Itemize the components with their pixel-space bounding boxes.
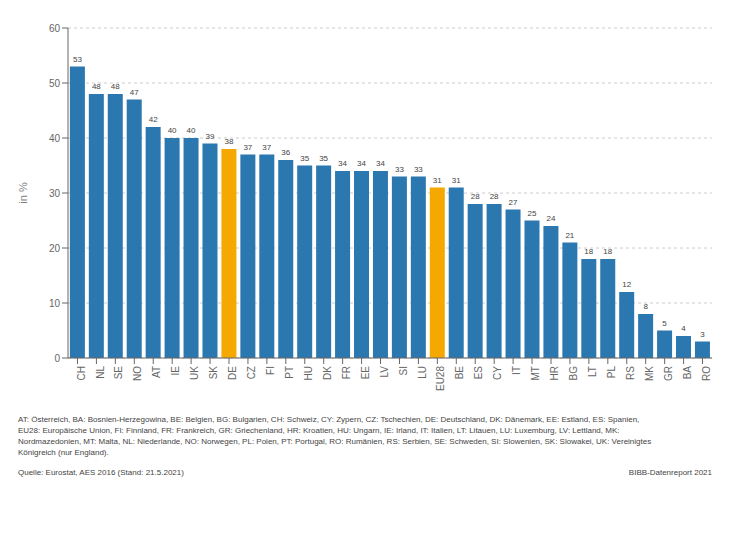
svg-text:MT: MT [530,366,541,380]
svg-text:BG: BG [568,366,579,381]
svg-text:FR: FR [341,366,352,379]
svg-text:18: 18 [603,247,612,256]
svg-text:47: 47 [130,88,139,97]
svg-text:SE: SE [113,366,124,380]
svg-text:24: 24 [546,214,555,223]
svg-text:36: 36 [281,148,290,157]
svg-text:60: 60 [49,23,61,34]
svg-text:27: 27 [509,198,518,207]
svg-text:39: 39 [206,132,215,141]
svg-text:10: 10 [49,298,61,309]
svg-text:LT: LT [587,366,598,377]
svg-text:HR: HR [549,366,560,380]
svg-text:18: 18 [584,247,593,256]
html-text:Quelle: Eurostat, AES 2016 (St: Quelle: Eurostat, AES 2016 (Stand: 21.5.… [18,468,184,477]
svg-text:HU: HU [303,366,314,380]
svg-text:31: 31 [433,176,442,185]
svg-text:50: 50 [49,78,61,89]
svg-text:NO: NO [132,366,143,381]
html-text:AT: Österreich, BA: Bosnien-He: AT: Österreich, BA: Bosnien-Herzegowina,… [18,415,640,424]
svg-text:CZ: CZ [246,366,257,379]
svg-text:40: 40 [49,133,61,144]
svg-text:FI: FI [265,366,276,375]
svg-text:EU28: EU28 [435,366,446,391]
svg-text:ES: ES [473,366,484,380]
svg-text:3: 3 [700,330,705,339]
svg-text:AT: AT [151,366,162,378]
html-text:Nordmazedonien, MT: Malta, NL:: Nordmazedonien, MT: Malta, NL: Niederlan… [18,437,652,446]
svg-text:35: 35 [319,154,328,163]
svg-text:40: 40 [168,126,177,135]
svg-text:48: 48 [92,82,101,91]
svg-text:33: 33 [395,165,404,174]
svg-text:0: 0 [54,353,60,364]
svg-text:12: 12 [622,280,631,289]
svg-text:CH: CH [76,366,87,380]
svg-text:SK: SK [208,366,219,380]
svg-text:RS: RS [625,366,636,380]
svg-text:34: 34 [357,159,366,168]
svg-text:MK: MK [644,366,655,381]
svg-text:38: 38 [224,137,233,146]
svg-text:34: 34 [338,159,347,168]
svg-text:20: 20 [49,243,61,254]
svg-text:31: 31 [452,176,461,185]
html-text:Königreich (nur England).: Königreich (nur England). [18,448,109,457]
svg-text:EE: EE [360,366,371,380]
svg-text:4: 4 [681,324,686,333]
svg-text:UK: UK [189,366,200,380]
svg-text:in %: in % [17,182,29,204]
svg-text:NL: NL [95,366,106,379]
svg-text:37: 37 [262,143,271,152]
svg-text:CY: CY [492,366,503,380]
svg-text:35: 35 [300,154,309,163]
svg-text:28: 28 [490,192,499,201]
svg-text:PL: PL [606,366,617,379]
svg-text:LV: LV [379,366,390,378]
svg-text:PT: PT [284,366,295,379]
svg-text:40: 40 [187,126,196,135]
svg-text:42: 42 [149,115,158,124]
svg-text:21: 21 [565,231,574,240]
svg-text:GR: GR [663,366,674,381]
svg-text:BA: BA [682,366,693,380]
svg-text:BE: BE [454,366,465,380]
svg-text:SI: SI [398,366,409,375]
svg-text:33: 33 [414,165,423,174]
svg-text:28: 28 [471,192,480,201]
svg-text:8: 8 [643,302,648,311]
html-text:EU28: Europäische Union, FI: F: EU28: Europäische Union, FI: Finnland, F… [18,426,620,435]
svg-text:IE: IE [170,366,181,376]
svg-text:34: 34 [376,159,385,168]
svg-text:25: 25 [528,209,537,218]
svg-text:5: 5 [662,319,667,328]
html-text:BIBB-Datenreport 2021: BIBB-Datenreport 2021 [628,468,712,477]
svg-text:37: 37 [243,143,252,152]
svg-text:DE: DE [227,366,238,380]
svg-text:IT: IT [511,366,522,375]
svg-text:30: 30 [49,188,61,199]
svg-text:48: 48 [111,82,120,91]
svg-text:RO: RO [701,366,712,381]
svg-text:DK: DK [322,366,333,380]
svg-text:LU: LU [417,366,428,379]
svg-text:53: 53 [73,55,82,64]
